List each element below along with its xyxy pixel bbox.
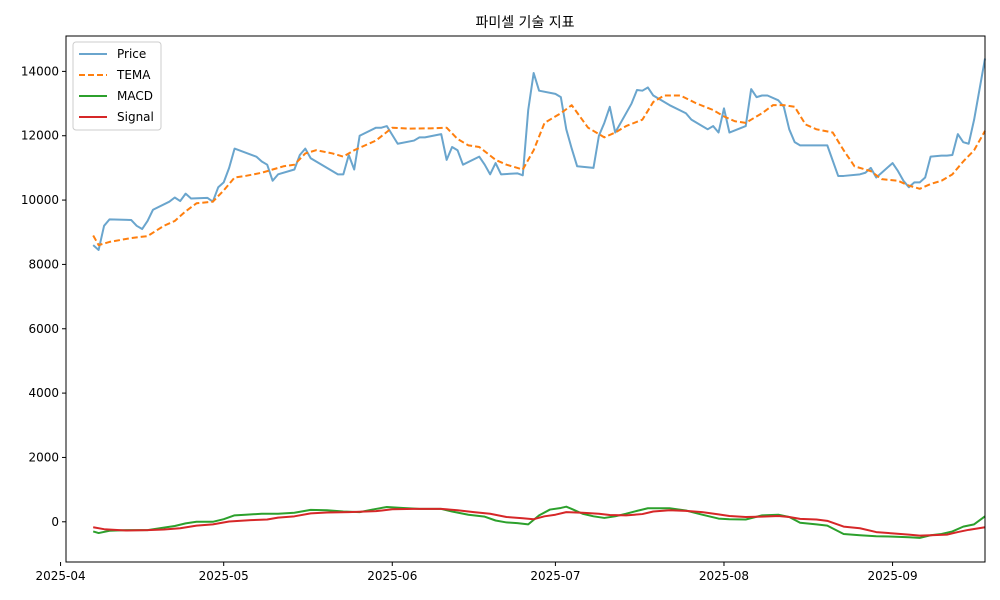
x-tick-label: 2025-05 [199,569,249,583]
y-tick-label: 12000 [21,129,59,143]
chart-title: 파미셀 기술 지표 [475,15,574,31]
y-tick-label: 2000 [28,450,59,464]
series-line-price [92,58,986,251]
y-tick-label: 0 [51,515,59,529]
y-tick-label: 4000 [28,386,59,400]
x-tick-label: 2025-08 [699,569,749,583]
series-line-macd [92,505,986,539]
x-tick-label: 2025-04 [35,569,85,583]
legend-label-signal: Signal [117,110,154,124]
axis-ticks: 0 2000 4000 6000 8000 10000 12000 14000 2025-04 2… [21,64,918,583]
y-tick-label: 10000 [21,193,59,207]
axes-frame [65,35,986,563]
legend-label-tema: TEMA [116,68,151,82]
y-tick-label: 6000 [28,322,59,336]
x-tick-label: 2025-07 [530,569,580,583]
x-tick-label: 2025-06 [367,569,417,583]
x-tick-label: 2025-09 [867,569,917,583]
legend-label-price: Price [117,47,146,61]
legend-label-macd: MACD [117,89,153,103]
legend: Price TEMA MACD Signal [72,41,162,131]
y-tick-label: 8000 [28,257,59,271]
y-tick-label: 14000 [21,64,59,78]
series-line-signal [93,507,986,537]
legend-box [72,41,162,131]
series-line-tema [92,94,986,247]
plot-area [92,58,986,539]
